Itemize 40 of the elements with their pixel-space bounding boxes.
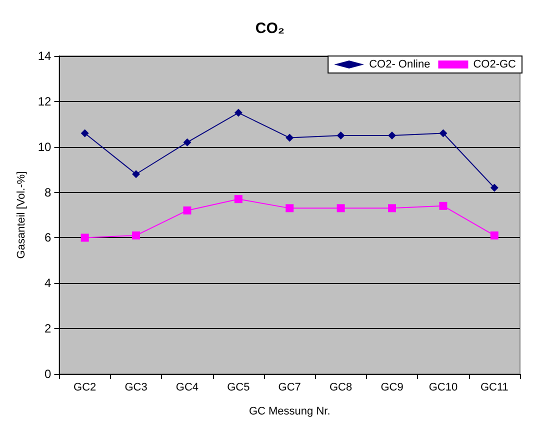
y-tick-label: 0 [44, 367, 52, 381]
point [388, 204, 396, 212]
point [80, 234, 89, 242]
chart-title: CO₂ [255, 20, 285, 37]
y-tick-label: 14 [38, 49, 52, 63]
point [439, 202, 448, 210]
y-tick-label: 6 [44, 230, 52, 245]
x-tick-label: GC8 [330, 382, 352, 394]
point [132, 170, 140, 178]
point [234, 108, 242, 117]
point [490, 231, 498, 240]
x-tick-label: GC3 [124, 382, 148, 394]
point [80, 129, 89, 138]
y-tick-label: 10 [38, 140, 52, 154]
x-tick-label: GC2 [74, 382, 96, 394]
x-tick-label: GC7 [278, 382, 301, 394]
point [336, 204, 345, 212]
legend-label: CO2-GC [473, 58, 516, 70]
point [183, 206, 192, 214]
point [490, 184, 498, 192]
y-tick-label: 12 [38, 94, 52, 108]
point [286, 134, 294, 142]
y-axis-title: Gasanteil [Vol.-%] [16, 171, 28, 259]
point [439, 129, 448, 138]
x-tick-label: GC10 [428, 382, 458, 394]
point [336, 132, 345, 140]
x-tick-label: GC5 [227, 382, 250, 394]
point [286, 204, 294, 212]
x-axis-title: GC Messung Nr. [248, 406, 330, 418]
legend-label: CO2- Online [369, 58, 430, 70]
x-tick-label: GC4 [176, 382, 199, 394]
x-tick-label: GC9 [380, 382, 404, 394]
point [234, 195, 242, 204]
y-tick-label: 2 [44, 322, 52, 336]
point [388, 132, 396, 140]
point [183, 138, 192, 146]
x-tick-label: GC11 [480, 382, 508, 394]
y-tick-label: 8 [44, 185, 52, 200]
y-tick-label: 4 [44, 276, 52, 290]
point [132, 231, 140, 240]
